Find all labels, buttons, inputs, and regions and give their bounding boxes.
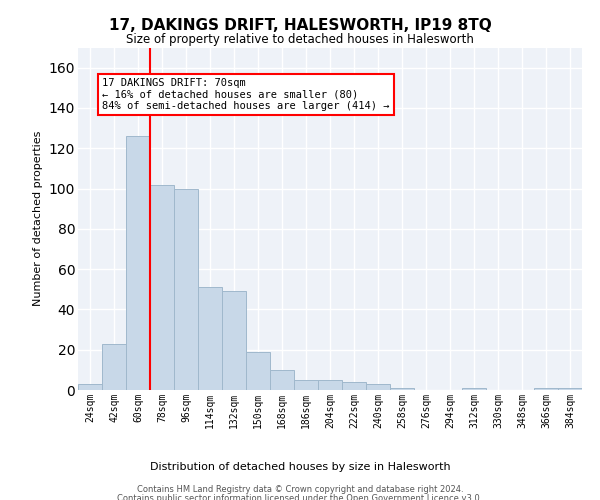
Y-axis label: Number of detached properties: Number of detached properties [33,131,43,306]
Bar [198,287,222,390]
Bar [342,382,366,390]
Bar [534,388,558,390]
Bar [246,352,270,390]
Bar [366,384,390,390]
Bar [222,292,246,390]
Bar [270,370,294,390]
Text: 17 DAKINGS DRIFT: 70sqm
← 16% of detached houses are smaller (80)
84% of semi-de: 17 DAKINGS DRIFT: 70sqm ← 16% of detache… [102,78,389,111]
Bar [462,388,486,390]
Bar [126,136,150,390]
Bar [318,380,342,390]
Bar [174,188,198,390]
Text: Contains public sector information licensed under the Open Government Licence v3: Contains public sector information licen… [118,494,482,500]
Bar [78,384,102,390]
Bar [102,344,126,390]
Text: Distribution of detached houses by size in Halesworth: Distribution of detached houses by size … [149,462,451,472]
Text: Size of property relative to detached houses in Halesworth: Size of property relative to detached ho… [126,32,474,46]
Text: 17, DAKINGS DRIFT, HALESWORTH, IP19 8TQ: 17, DAKINGS DRIFT, HALESWORTH, IP19 8TQ [109,18,491,32]
Bar [558,388,582,390]
Bar [390,388,414,390]
Bar [150,184,174,390]
Bar [294,380,318,390]
Text: Contains HM Land Registry data © Crown copyright and database right 2024.: Contains HM Land Registry data © Crown c… [137,485,463,494]
